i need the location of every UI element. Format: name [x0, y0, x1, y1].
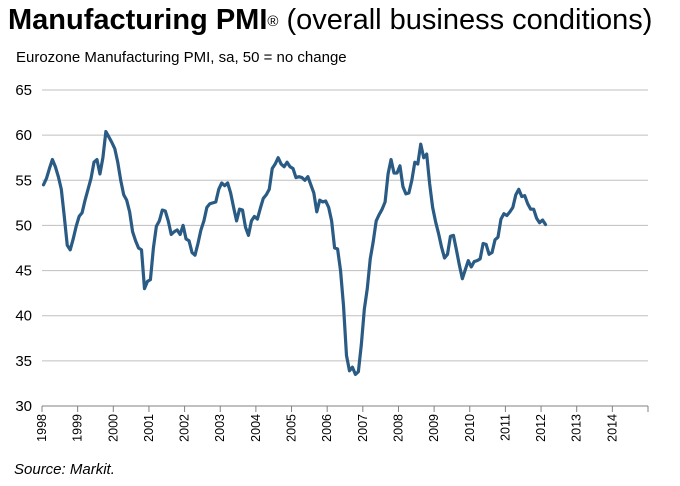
y-tick-label: 45: [15, 263, 32, 280]
y-axis-ticks: 30 35 40 45 50 55 60 65: [15, 82, 32, 415]
series-line-pmi: [41, 129, 548, 376]
y-tick-label: 50: [15, 217, 32, 234]
chart-title-rest: (overall business conditions): [278, 4, 653, 36]
x-tick-label: 1998: [35, 414, 49, 442]
y-tick-label: 65: [15, 82, 32, 99]
x-tick-label: 2010: [463, 414, 477, 442]
chart-subtitle: Eurozone Manufacturing PMI, sa, 50 = no …: [16, 49, 347, 66]
x-tick-label: 2009: [427, 414, 441, 442]
x-tick-label: 2004: [249, 414, 263, 442]
y-tick-label: 30: [15, 398, 32, 415]
x-axis: 1998 1999 2000 2001 2002 2003 2004 2005 2006 2007…: [35, 405, 649, 442]
source-note: Source: Markit.: [14, 461, 115, 478]
x-tick-label: 2005: [285, 414, 299, 442]
x-tick-label: 2001: [142, 414, 156, 442]
x-tick-label: 2006: [320, 414, 334, 442]
y-tick-label: 55: [15, 172, 32, 189]
chart-title-main: Manufacturing PMI: [8, 4, 268, 36]
x-tick-label: 2000: [106, 414, 120, 442]
x-tick-label: 2014: [605, 414, 619, 442]
x-tick-label: 2008: [391, 414, 405, 442]
x-tick-label: 2007: [356, 414, 370, 442]
chart-title: Manufacturing PMI® (overall business con…: [8, 2, 652, 38]
series-layer: [41, 129, 548, 376]
y-tick-label: 60: [15, 127, 32, 144]
y-tick-label: 35: [15, 353, 32, 370]
x-tick-label: 1999: [71, 414, 85, 442]
x-tick-label: 2012: [534, 414, 548, 442]
x-tick-label: 2011: [498, 414, 512, 441]
x-tick-label: 2013: [570, 414, 584, 442]
y-tick-label: 40: [15, 308, 32, 325]
x-tick-label: 2003: [213, 414, 227, 442]
x-tick-label: 2002: [178, 414, 192, 442]
registered-mark: ®: [267, 13, 279, 30]
